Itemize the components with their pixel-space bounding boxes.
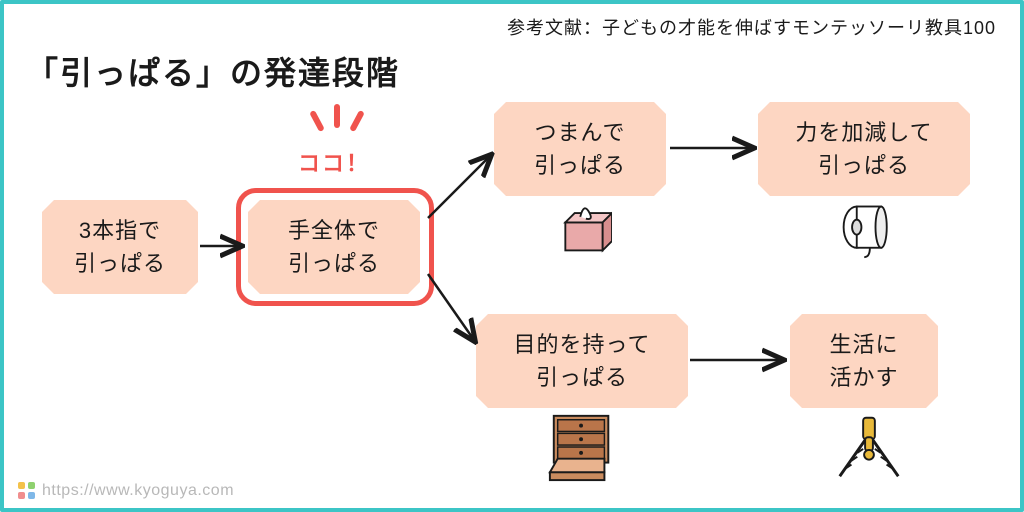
node-line: 引っぱる bbox=[536, 365, 628, 390]
node-line: 引っぱる bbox=[818, 153, 910, 178]
logo-icon bbox=[18, 482, 36, 500]
node-line: 3本指で bbox=[79, 218, 161, 243]
zipper-icon bbox=[830, 408, 908, 486]
node-daily-life: 生活に 活かす bbox=[790, 314, 938, 408]
node-line: 引っぱる bbox=[534, 153, 626, 178]
node-pinch: つまんで 引っぱる bbox=[494, 102, 666, 196]
node-adjust-force: 力を加減して 引っぱる bbox=[758, 102, 970, 196]
toilet-paper-icon bbox=[838, 198, 898, 260]
node-3fingers: 3本指で 引っぱる bbox=[42, 200, 198, 294]
koko-label: ココ！ bbox=[298, 146, 370, 178]
node-line: つまんで bbox=[535, 120, 626, 145]
node-line: 力を加減して bbox=[795, 120, 932, 145]
drawer-icon bbox=[546, 410, 620, 484]
node-line: 活かす bbox=[829, 365, 898, 390]
node-purpose: 目的を持って 引っぱる bbox=[476, 314, 688, 408]
node-line: 目的を持って bbox=[514, 332, 651, 357]
watermark-url: https://www.kyoguya.com bbox=[42, 482, 234, 500]
highlight-ring bbox=[236, 188, 434, 306]
watermark: https://www.kyoguya.com bbox=[18, 482, 234, 500]
reference-text: 参考文献：子どもの才能を伸ばすモンテッソーリ教具100 bbox=[507, 14, 996, 40]
tissue-box-icon bbox=[556, 200, 612, 256]
page-title: 「引っぱる」の発達段階 bbox=[26, 48, 400, 94]
node-line: 生活に bbox=[829, 332, 898, 357]
node-line: 引っぱる bbox=[74, 251, 166, 276]
